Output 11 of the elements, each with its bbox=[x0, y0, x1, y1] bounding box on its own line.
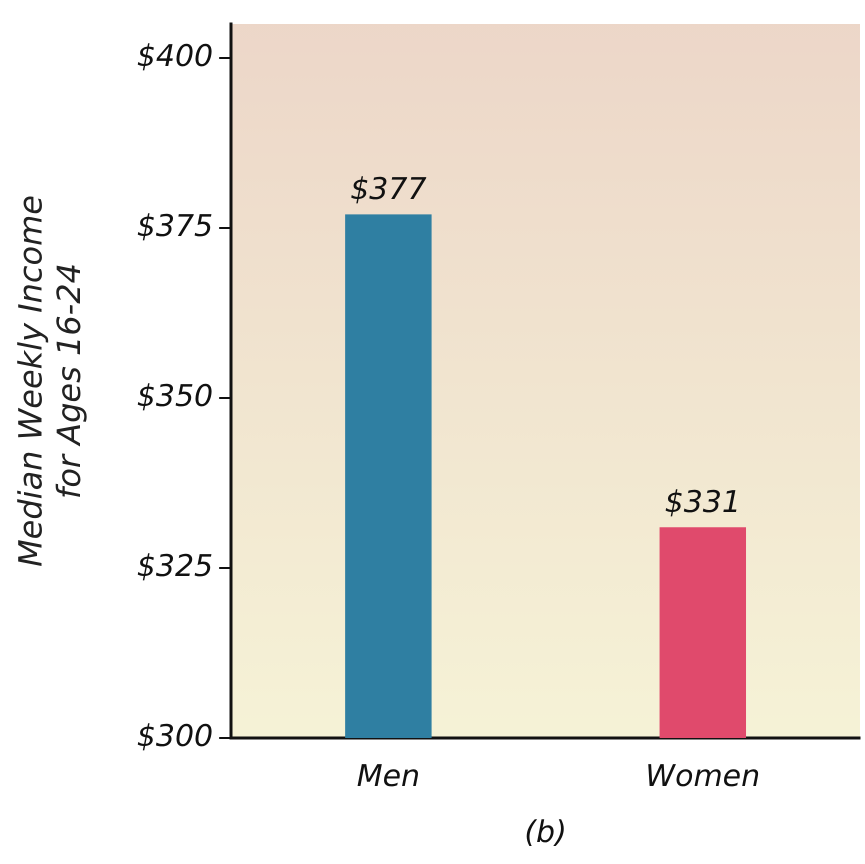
data-label: $377 bbox=[350, 172, 427, 208]
data-label: $331 bbox=[664, 484, 741, 520]
y-tick-label: $375 bbox=[136, 208, 214, 244]
y-tick-label: $350 bbox=[136, 378, 214, 414]
y-tick-label: $325 bbox=[136, 548, 214, 584]
y-tick-label: $400 bbox=[136, 38, 214, 74]
x-tick-label: Women bbox=[645, 758, 760, 794]
y-tick-label: $300 bbox=[136, 718, 214, 754]
y-axis-title: Median Weekly Income for Ages 16-24 bbox=[12, 195, 88, 567]
x-tick-label: Men bbox=[356, 758, 420, 794]
text: (b) bbox=[523, 815, 568, 850]
